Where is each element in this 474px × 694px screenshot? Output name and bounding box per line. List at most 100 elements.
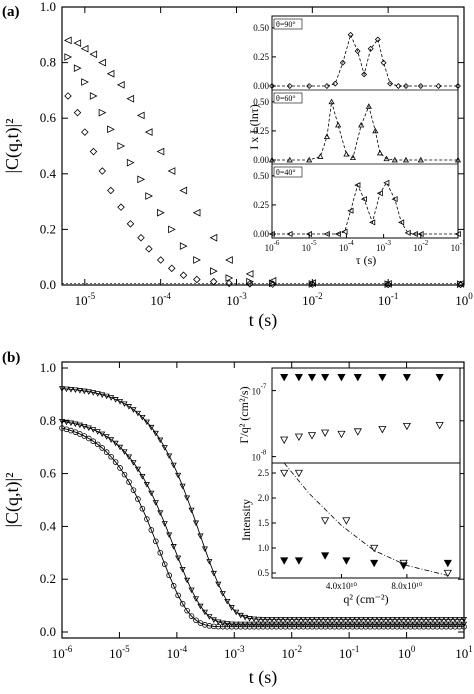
panel-b-inset-top-point (307, 432, 317, 440)
panel-b-point (116, 444, 124, 451)
panel-a-inset-point (374, 36, 381, 43)
panel-b-inset-top-point (353, 428, 362, 436)
panel-a-point-triangle-left (63, 36, 72, 45)
panel-b-x-tick-label: 10-4 (167, 644, 188, 661)
panel-a-inset-point (398, 219, 405, 226)
panel-a-point-triangle-left (144, 128, 153, 136)
panel-a-inset-point (372, 127, 379, 134)
panel-b-y-tick-label: 0.0 (40, 624, 56, 639)
panel-a-inset-point (358, 121, 365, 128)
panel-b-x-tick-label: 100 (398, 644, 416, 661)
panel-b-inset-top-point (435, 374, 444, 382)
panel-b-point (117, 465, 123, 471)
panel-b-inset-top-point (321, 429, 330, 437)
panel-a-point-triangle-right (126, 158, 135, 167)
panel-a: (a) 0.0 0.2 0.4 0.6 0.8 1.0 10-5 10-4 10-3 10-2 1… (2, 0, 473, 331)
panel-b-point (130, 407, 137, 413)
panel-a-y-tick-label: 0.6 (40, 110, 57, 125)
panel-b: (b) 0.0 0.2 0.4 0.6 0.8 1.0 10-6 10-5 10-4 10-3 1… (2, 350, 473, 688)
panel-a-point-triangle-left (456, 280, 465, 288)
panel-a-y-ticks: 0.0 0.2 0.4 0.6 0.8 1.0 (40, 0, 464, 292)
panel-b-inset-bottom-xlabel: q² (cm⁻²) (343, 592, 388, 606)
panel-a-inset-point (455, 83, 461, 89)
panel-a-inset-angle-box (273, 92, 303, 104)
panel-b-point (121, 449, 128, 455)
panel-a-point-triangle-left (89, 50, 98, 59)
panel-b-y-tick-label: 0.4 (40, 518, 57, 533)
panel-a-point-triangle-left (106, 69, 115, 78)
panel-a-inset-point (360, 196, 367, 203)
panel-b-point (192, 520, 200, 527)
panel-b-point (143, 419, 150, 426)
panel-a-inset-x-tick-label: 10-5 (302, 239, 317, 253)
panel-b-inset-bottom-point (294, 469, 303, 478)
panel-a-inset-point (376, 149, 384, 156)
panel-b-inset-top-y-tick-label: 10-8 (252, 449, 267, 463)
panel-a-inset-point (286, 230, 293, 238)
panel-b-point (112, 459, 119, 465)
panel-a-inset-point (387, 80, 394, 87)
panel-b-xlabel: t (s) (249, 667, 278, 688)
panel-a-inset-point (391, 196, 398, 203)
panel-a-point-diamond (246, 280, 254, 288)
panel-b-point (134, 410, 142, 417)
panel-b-point (193, 617, 199, 624)
panel-a-x-tick-label: 10-2 (302, 291, 323, 308)
panel-b-point (125, 404, 133, 410)
panel-a-point-triangle-right (98, 108, 107, 117)
panel-b-point (152, 430, 159, 437)
panel-a-point-triangle-left (308, 279, 316, 287)
panel-a-point-diamond (225, 279, 233, 288)
panel-b-point (192, 596, 200, 602)
panel-b-inset-bottom-point (370, 559, 379, 568)
panel-a-points (63, 36, 465, 289)
panel-a-y-tick-label: 0.0 (40, 277, 56, 292)
panel-b-inset-bottom-fit-line (283, 462, 448, 576)
panel-a-inset-angle-label: θ=90° (276, 20, 296, 29)
panel-a-point-triangle-right (210, 267, 218, 275)
panel-a-point-diamond (156, 256, 165, 264)
panel-a-inset-point (354, 48, 361, 55)
panel-b-inset-bottom-y-tick-label: 1.0 (258, 543, 270, 553)
panel-b-point (103, 434, 110, 440)
panel-a-point-diamond (167, 264, 176, 273)
panel-b-inset-top-point (307, 374, 317, 382)
panel-b-point (81, 433, 88, 439)
panel-a-point-diamond (209, 277, 218, 286)
panel-a-x-tick-label: 10-1 (378, 291, 399, 308)
panel-a-inset-angle-label: θ=60° (276, 94, 296, 103)
panel-b-inset-bottom-ylabel: Intensity (239, 499, 253, 541)
panel-b-point (126, 479, 132, 485)
panel-a-inset-point (349, 154, 357, 160)
panel-a-inset-y-tick-label: 0.00 (253, 155, 269, 165)
panel-a-inset-angle-box (273, 166, 303, 178)
panel-b-point (166, 532, 173, 539)
panel-a-point-diamond (179, 271, 188, 280)
panel-b-inset-bottom-point (443, 569, 452, 578)
panel-b-point (157, 510, 164, 516)
panel-b-point (139, 473, 146, 480)
panel-b-y-ticks: 0.0 0.2 0.4 0.6 0.8 1.0 (40, 360, 464, 639)
panel-a-inset-point (339, 59, 346, 66)
panel-a-point-diamond (137, 233, 145, 242)
panel-b-point (152, 500, 159, 506)
panel-a-inset-point (435, 83, 442, 89)
panel-b-inset-top-point (337, 374, 346, 382)
panel-b-point (201, 546, 209, 553)
panel-a-point-triangle-left (384, 280, 392, 288)
panel-b-point (161, 445, 168, 451)
panel-b-point (77, 431, 83, 437)
panel-a-point-triangle-left (179, 186, 188, 195)
panel-a-inset-point (402, 156, 410, 163)
panel-b-inset-bottom-point (280, 557, 289, 565)
panel-a-point-triangle-right (308, 280, 317, 288)
panel-a-inset-point (268, 156, 276, 163)
panel-b-point (90, 438, 97, 445)
panel-a-point-triangle-right (64, 53, 73, 61)
panel-b-inset-top-point (280, 436, 289, 444)
panel-a-inset-y-tick-label: 0.25 (253, 126, 269, 136)
panel-b-point (161, 561, 168, 568)
panel-a-point-triangle-left (245, 270, 254, 278)
panel-a-inset-point (417, 156, 424, 163)
panel-b-point (86, 435, 92, 442)
